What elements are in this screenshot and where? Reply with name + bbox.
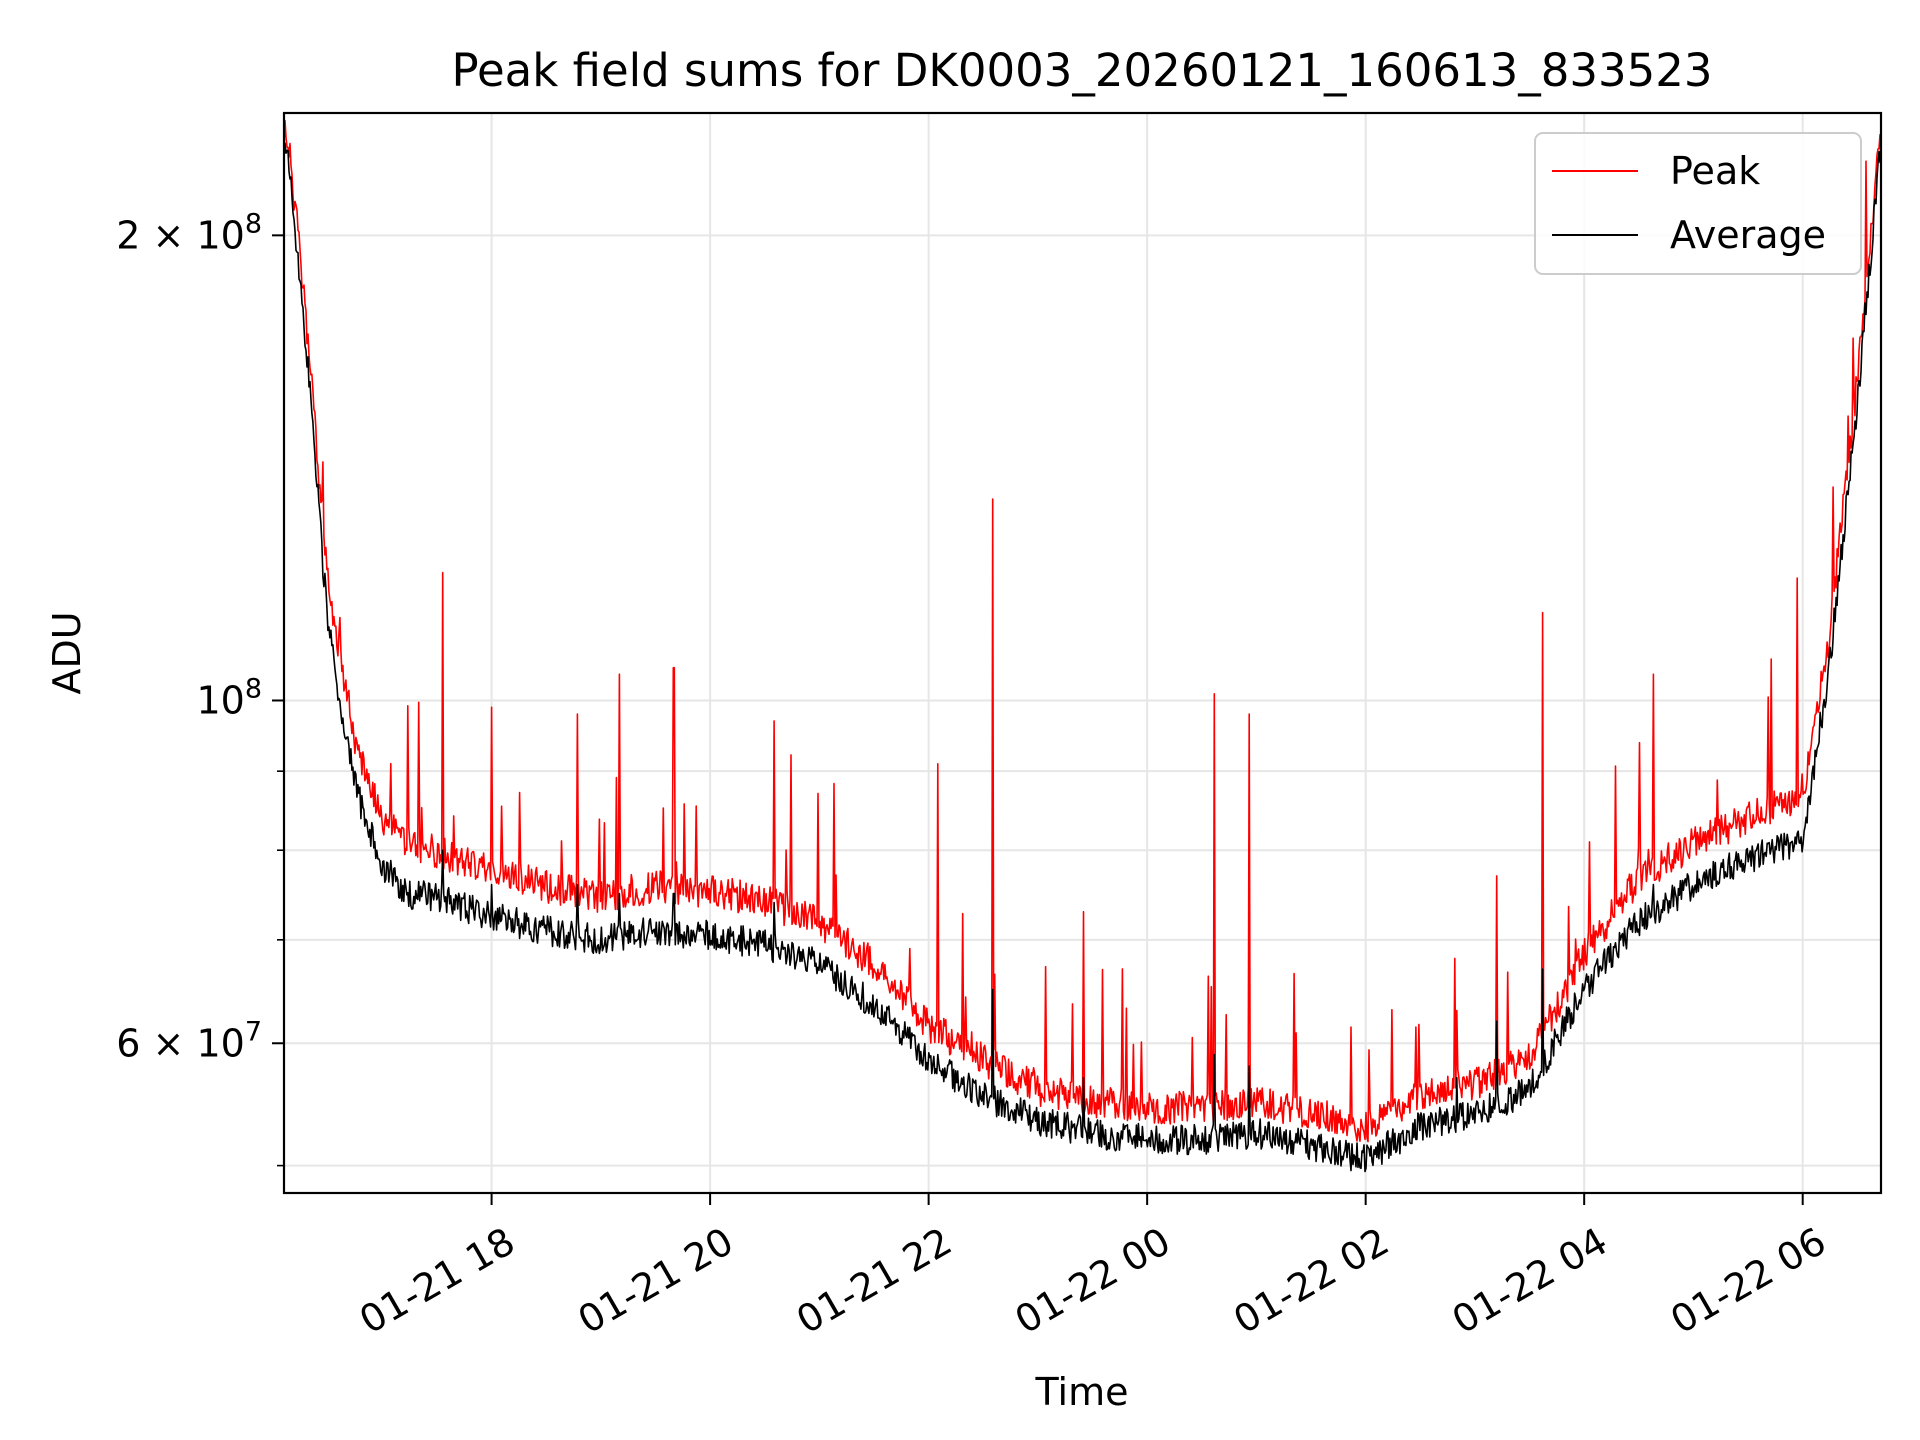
- x-axis-label: Time: [1035, 1370, 1129, 1414]
- legend: Peak Average: [1534, 132, 1862, 275]
- plot-frame: [282, 111, 1883, 1195]
- series-line-average: [284, 137, 1881, 1173]
- y-axis-label: ADU: [45, 611, 89, 694]
- y-tick-label: 2 × 108: [116, 208, 262, 257]
- legend-box: [1534, 132, 1862, 275]
- series-group: [284, 119, 1881, 1173]
- y-tick-label: 6 × 107: [116, 1016, 262, 1065]
- chart-title: Peak field sums for DK0003_20260121_1606…: [451, 44, 1712, 97]
- ticks: [272, 234, 1804, 1205]
- legend-label-average: Average: [1670, 213, 1826, 257]
- legend-label-peak: Peak: [1670, 149, 1760, 193]
